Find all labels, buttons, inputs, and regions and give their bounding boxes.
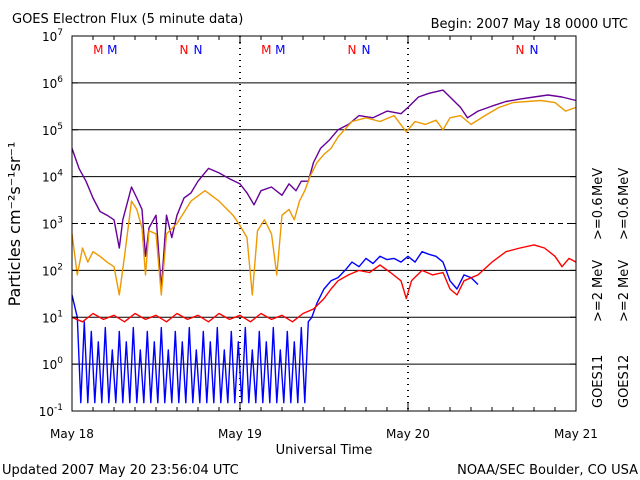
y-tick-label: 102 <box>42 262 63 278</box>
legend: >=0.6 MeV >=0.6 MeV >=2 MeV >=2 MeV GOES… <box>591 168 632 408</box>
y-axis-label: Particles cm⁻²s⁻¹sr⁻¹ <box>5 142 24 307</box>
y-axis-tick-labels: 10-1 100 101 102 103 104 105 106 107 <box>39 28 576 419</box>
marker-n: N <box>530 43 539 57</box>
marker-m: M <box>93 43 103 57</box>
y-tick-label: 104 <box>42 169 63 185</box>
marker-m: M <box>275 43 285 57</box>
marker-n: N <box>194 43 203 57</box>
chart-title: GOES Electron Flux (5 minute data) <box>12 12 243 27</box>
begin-time: Begin: 2007 May 18 0000 UTC <box>431 17 628 32</box>
legend-goes11: GOES11 <box>591 355 606 408</box>
marker-n: N <box>180 43 189 57</box>
series-goes12-2-mev <box>71 244 577 323</box>
legend-goes11-06: >=0.6 <box>591 198 606 240</box>
credit: NOAA/SEC Boulder, CO USA <box>457 463 638 478</box>
marker-n: N <box>348 43 357 57</box>
y-tick-label: 105 <box>42 122 63 138</box>
y-tick-label: 10-1 <box>39 403 63 419</box>
y-tick-label: 101 <box>42 309 63 325</box>
x-axis-tick-labels: May 18 May 19 May 20 May 21 <box>50 427 598 441</box>
x-axis-label: Universal Time <box>276 443 373 458</box>
legend-mev-bottom: MeV <box>591 260 606 288</box>
legend-goes12-06: >=0.6 <box>617 198 632 240</box>
series-goes12-0-6-mev <box>71 99 577 296</box>
legend-mev-top: MeV <box>591 168 606 196</box>
x-tick-label: May 18 <box>50 427 94 441</box>
marker-m: M <box>261 43 271 57</box>
marker-n: N <box>362 43 371 57</box>
series-goes11-0-6-mev <box>71 89 577 290</box>
legend-goes11-2: >=2 <box>591 292 606 322</box>
x-tick-label: May 21 <box>554 427 598 441</box>
x-axis-ticks <box>71 36 577 411</box>
marker-m: M <box>107 43 117 57</box>
legend-mev-bottom-2: MeV <box>617 260 632 288</box>
legend-mev-top-2: MeV <box>617 168 632 196</box>
y-tick-label: 100 <box>42 356 63 372</box>
series-lines <box>71 89 577 404</box>
series-goes11-2-mev <box>71 251 479 404</box>
marker-n: N <box>516 43 525 57</box>
y-tick-label: 106 <box>42 75 63 91</box>
x-tick-label: May 19 <box>218 427 262 441</box>
legend-goes12-2: >=2 <box>617 292 632 322</box>
x-tick-label: May 20 <box>386 427 430 441</box>
updated-timestamp: Updated 2007 May 20 23:56:04 UTC <box>2 463 239 478</box>
legend-goes12: GOES12 <box>617 355 632 408</box>
y-tick-label: 103 <box>42 216 63 232</box>
y-tick-label: 107 <box>42 28 63 44</box>
